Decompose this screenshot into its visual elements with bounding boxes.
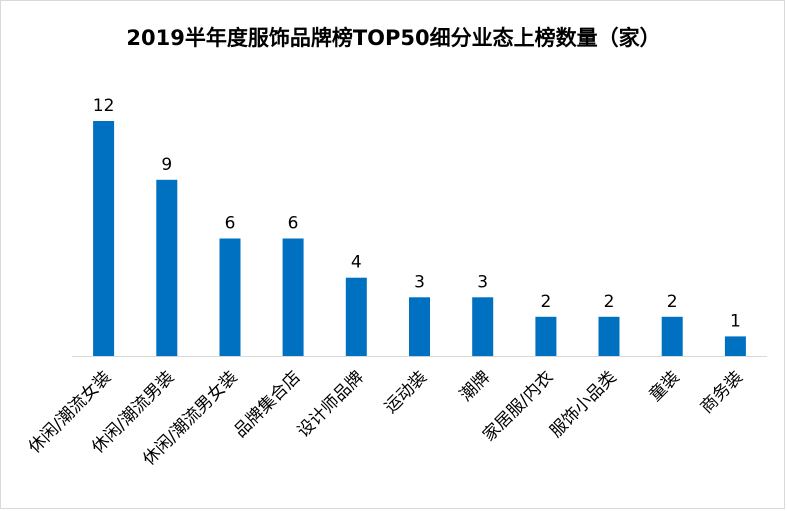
data-label: 2 [667,292,678,312]
data-label: 3 [414,272,425,292]
bar [219,238,241,356]
bar [661,316,683,356]
bar [598,316,620,356]
category-label: 潮牌 [456,367,494,405]
bar [472,297,494,357]
bar [535,316,557,356]
bar [409,297,430,357]
bar [282,238,304,356]
category-label: 运动装 [381,367,431,417]
category-label: 商务装 [697,367,747,417]
bar [724,336,746,356]
data-label: 4 [351,253,362,273]
bar [156,179,178,357]
data-label: 1 [730,311,741,331]
category-label: 服饰小品类 [546,367,620,441]
category-label: 设计师品牌 [294,367,368,441]
data-label: 6 [225,214,236,234]
bar [345,277,367,356]
category-label: 品牌集合店 [230,367,304,441]
data-label: 2 [604,292,615,312]
category-label: 童装 [646,367,684,405]
data-label: 6 [288,214,299,234]
data-label: 3 [477,272,488,292]
chart-title: 2019半年度服饰品牌榜TOP50细分业态上榜数量（家） [126,26,661,50]
bar [93,121,115,356]
data-label: 2 [540,292,551,312]
data-label: 9 [161,155,172,175]
data-label: 12 [93,96,115,116]
